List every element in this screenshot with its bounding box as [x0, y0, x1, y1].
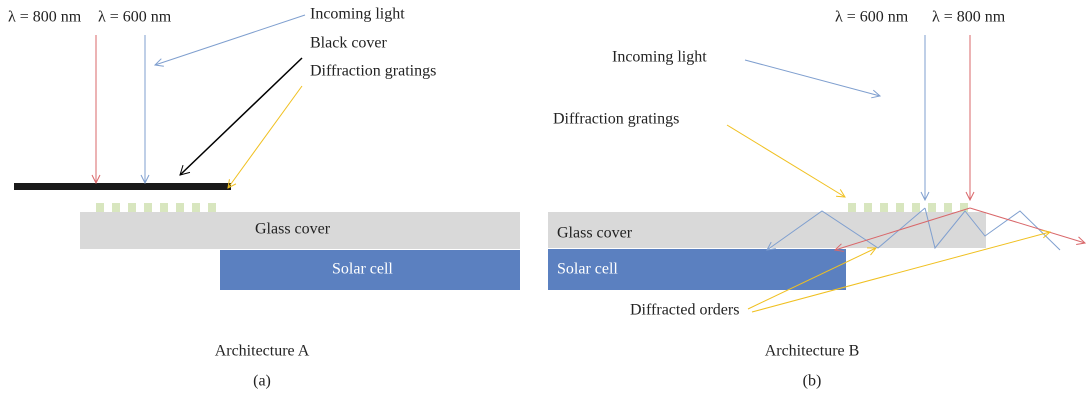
pointer [155, 14, 306, 65]
gratings [96, 203, 216, 212]
pointer [179, 57, 303, 176]
label: Solar cell [557, 261, 618, 278]
caption: (b) [803, 373, 822, 390]
glass-cover [80, 212, 520, 249]
label: Diffracted orders [630, 302, 739, 319]
pointer [726, 124, 845, 197]
solar-cell [548, 249, 846, 290]
diffracted-red [969, 207, 1085, 243]
pointer [747, 248, 876, 310]
panel-b: λ = 600 nm λ = 800 nm Incoming light Dif… [548, 9, 1085, 390]
label: λ = 800 nm [932, 9, 1006, 26]
label: λ = 600 nm [835, 9, 909, 26]
caption: Architecture A [215, 343, 310, 360]
caption: (a) [253, 373, 271, 390]
label: Diffraction gratings [553, 111, 679, 128]
gratings [848, 203, 968, 212]
label: λ = 800 nm [8, 9, 82, 26]
pointer [228, 85, 303, 188]
caption: Architecture B [765, 343, 860, 360]
solar-cell [220, 250, 520, 290]
label: Glass cover [557, 225, 633, 242]
label: Diffraction gratings [310, 63, 436, 80]
black-cover [14, 183, 231, 190]
label: Black cover [310, 35, 388, 52]
label: Incoming light [310, 6, 405, 23]
label: Glass cover [255, 221, 331, 238]
panel-a: λ = 800 nm λ = 600 nm Incoming light Bla… [8, 6, 520, 390]
pointer [751, 232, 1050, 313]
label: Incoming light [612, 49, 707, 66]
diffracted-red [835, 207, 971, 250]
diffracted-blue [924, 207, 1061, 251]
label: Solar cell [332, 261, 393, 278]
diffracted-blue [767, 207, 926, 250]
label: λ = 600 nm [98, 9, 172, 26]
pointer [744, 59, 880, 96]
